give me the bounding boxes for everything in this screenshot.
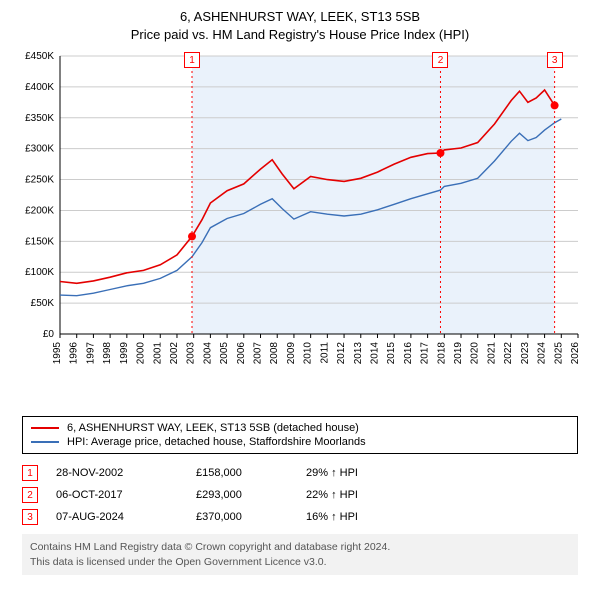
svg-text:£250K: £250K — [25, 175, 54, 186]
sale-price: £158,000 — [196, 467, 306, 479]
svg-text:2018: 2018 — [436, 342, 447, 365]
svg-text:2001: 2001 — [152, 342, 163, 365]
table-row: 1 28-NOV-2002 £158,000 29% ↑ HPI — [22, 462, 578, 484]
footer: Contains HM Land Registry data © Crown c… — [22, 534, 578, 574]
legend-label: HPI: Average price, detached house, Staf… — [67, 436, 366, 448]
svg-text:£50K: £50K — [31, 298, 55, 309]
svg-text:2008: 2008 — [269, 342, 280, 365]
legend-item: HPI: Average price, detached house, Staf… — [31, 435, 569, 449]
svg-text:£100K: £100K — [25, 268, 54, 279]
chart-container: 6, ASHENHURST WAY, LEEK, ST13 5SB Price … — [0, 0, 600, 583]
marker-badge: 1 — [22, 465, 38, 481]
title-block: 6, ASHENHURST WAY, LEEK, ST13 5SB Price … — [12, 8, 588, 44]
svg-text:2003: 2003 — [186, 342, 197, 365]
svg-text:2021: 2021 — [486, 342, 497, 365]
svg-text:2006: 2006 — [236, 342, 247, 365]
chart-marker-badge: 3 — [547, 52, 563, 68]
svg-text:2009: 2009 — [286, 342, 297, 365]
svg-text:2010: 2010 — [303, 342, 314, 365]
svg-text:1999: 1999 — [119, 342, 130, 365]
svg-text:2016: 2016 — [403, 342, 414, 365]
sale-date: 28-NOV-2002 — [56, 467, 196, 479]
footer-line-2: This data is licensed under the Open Gov… — [30, 555, 570, 569]
svg-text:2026: 2026 — [570, 342, 581, 365]
svg-text:£200K: £200K — [25, 206, 54, 217]
marker-badge: 3 — [22, 509, 38, 525]
sales-table: 1 28-NOV-2002 £158,000 29% ↑ HPI 2 06-OC… — [22, 462, 578, 528]
marker-badge: 2 — [22, 487, 38, 503]
legend-item: 6, ASHENHURST WAY, LEEK, ST13 5SB (detac… — [31, 421, 569, 435]
svg-text:2000: 2000 — [136, 342, 147, 365]
chart-marker-badge: 1 — [184, 52, 200, 68]
svg-text:2023: 2023 — [520, 342, 531, 365]
svg-text:2014: 2014 — [369, 342, 380, 365]
svg-text:£150K: £150K — [25, 237, 54, 248]
svg-text:2025: 2025 — [553, 342, 564, 365]
svg-text:2012: 2012 — [336, 342, 347, 365]
svg-text:1997: 1997 — [85, 342, 96, 365]
sale-pct: 29% ↑ HPI — [306, 467, 426, 479]
table-row: 2 06-OCT-2017 £293,000 22% ↑ HPI — [22, 484, 578, 506]
sale-price: £293,000 — [196, 489, 306, 501]
footer-line-1: Contains HM Land Registry data © Crown c… — [30, 540, 570, 554]
svg-text:2020: 2020 — [470, 342, 481, 365]
price-chart: £0 £50K £100K £150K £200K £250K £300K £350K £400… — [12, 50, 588, 390]
sale-date: 07-AUG-2024 — [56, 511, 196, 523]
sale-date: 06-OCT-2017 — [56, 489, 196, 501]
svg-text:1996: 1996 — [69, 342, 80, 365]
svg-text:2002: 2002 — [169, 342, 180, 365]
svg-text:1995: 1995 — [52, 342, 63, 365]
svg-text:£350K: £350K — [25, 113, 54, 124]
legend-label: 6, ASHENHURST WAY, LEEK, ST13 5SB (detac… — [67, 422, 359, 434]
chart-area: £0 £50K £100K £150K £200K £250K £300K £350K £400… — [12, 50, 588, 390]
legend-swatch-1 — [31, 441, 59, 443]
svg-text:£0: £0 — [43, 329, 55, 340]
svg-text:2022: 2022 — [503, 342, 514, 365]
svg-text:2007: 2007 — [253, 342, 264, 365]
title-line-2: Price paid vs. HM Land Registry's House … — [12, 26, 588, 44]
svg-text:2017: 2017 — [420, 342, 431, 365]
svg-text:1998: 1998 — [102, 342, 113, 365]
svg-text:2024: 2024 — [537, 342, 548, 365]
svg-text:2015: 2015 — [386, 342, 397, 365]
title-line-1: 6, ASHENHURST WAY, LEEK, ST13 5SB — [12, 8, 588, 26]
sale-pct: 16% ↑ HPI — [306, 511, 426, 523]
svg-text:2004: 2004 — [202, 342, 213, 365]
chart-marker-badge: 2 — [432, 52, 448, 68]
sale-price: £370,000 — [196, 511, 306, 523]
table-row: 3 07-AUG-2024 £370,000 16% ↑ HPI — [22, 506, 578, 528]
legend-swatch-0 — [31, 427, 59, 429]
svg-text:2011: 2011 — [319, 342, 330, 364]
sale-pct: 22% ↑ HPI — [306, 489, 426, 501]
svg-text:£400K: £400K — [25, 82, 54, 93]
svg-text:2013: 2013 — [353, 342, 364, 365]
svg-text:£450K: £450K — [25, 51, 54, 62]
svg-text:2005: 2005 — [219, 342, 230, 365]
svg-text:2019: 2019 — [453, 342, 464, 365]
legend: 6, ASHENHURST WAY, LEEK, ST13 5SB (detac… — [22, 416, 578, 454]
svg-text:£300K: £300K — [25, 144, 54, 155]
